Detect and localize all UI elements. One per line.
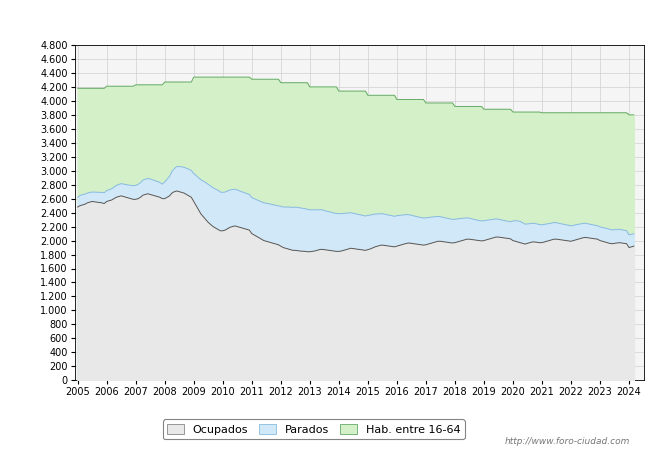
Text: Albaida - Evolucion de la poblacion en edad de Trabajar Mayo de 2024: Albaida - Evolucion de la poblacion en e… bbox=[67, 13, 583, 28]
Text: http://www.foro-ciudad.com: http://www.foro-ciudad.com bbox=[505, 436, 630, 446]
Legend: Ocupados, Parados, Hab. entre 16-64: Ocupados, Parados, Hab. entre 16-64 bbox=[162, 419, 465, 439]
